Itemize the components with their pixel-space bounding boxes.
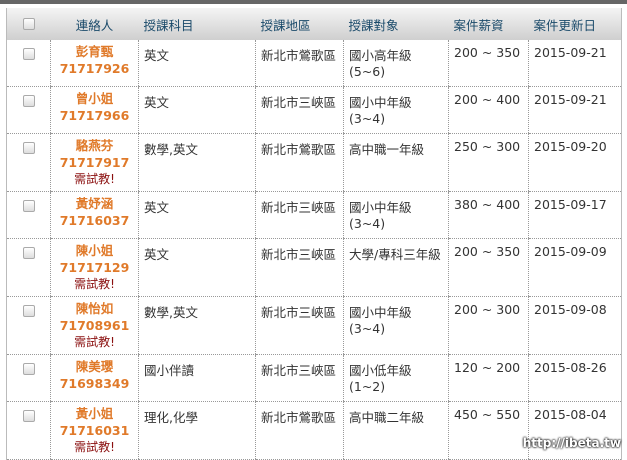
contact-phone: 71698349 bbox=[59, 376, 130, 391]
contact-name[interactable]: 駱燕芬 bbox=[75, 138, 114, 153]
target-cell: 高中職二年級 bbox=[343, 401, 449, 460]
contact-cell[interactable]: 駱燕芬 71717917 需試教! bbox=[50, 133, 139, 192]
area-cell: 新北市鶯歌區 bbox=[255, 40, 344, 87]
contact-cell[interactable]: 曾小姐 71717966 bbox=[50, 86, 139, 134]
salary-cell: 200 ~ 300 bbox=[448, 296, 529, 355]
select-all-checkbox[interactable] bbox=[22, 18, 35, 30]
case-table: 連絡人 授課科目 授課地區 授課對象 案件薪資 案件更新日 彭育甄 7171792… bbox=[6, 8, 622, 460]
row-checkbox[interactable] bbox=[22, 363, 35, 375]
subject-cell: 英文 bbox=[138, 238, 256, 297]
contact-phone: 71717966 bbox=[59, 108, 130, 123]
contact-phone: 71716037 bbox=[59, 213, 130, 228]
watermark: http://ibeta.tw bbox=[522, 436, 621, 450]
salary-cell: 450 ~ 550 bbox=[448, 401, 529, 460]
subject-cell: 數學,英文 bbox=[138, 133, 256, 192]
table-row: 陳小姐 71717129 需試教! 英文 新北市三峽區 大學/專科三年級 200 ~… bbox=[6, 238, 622, 297]
table-row: 駱燕芬 71717917 需試教! 數學,英文 新北市鶯歌區 高中職一年級 250 … bbox=[6, 133, 622, 192]
header-area[interactable]: 授課地區 bbox=[255, 8, 344, 40]
salary-cell: 380 ~ 400 bbox=[448, 191, 529, 239]
header-date[interactable]: 案件更新日 bbox=[528, 8, 622, 40]
salary-cell: 120 ~ 200 bbox=[448, 354, 529, 402]
table-row: 彭育甄 71717926 英文 新北市鶯歌區 國小高年級(5~6) 200 ~ 3… bbox=[6, 40, 622, 87]
area-cell: 新北市三峽區 bbox=[255, 296, 344, 355]
contact-cell[interactable]: 黃妤涵 71716037 bbox=[50, 191, 139, 239]
area-cell: 新北市鶯歌區 bbox=[255, 401, 344, 460]
trial-note: 需試教! bbox=[74, 277, 115, 291]
contact-cell[interactable]: 陳美瓔 71698349 bbox=[50, 354, 139, 402]
subject-cell: 數學,英文 bbox=[138, 296, 256, 355]
date-cell: 2015-09-17 bbox=[528, 191, 622, 239]
contact-name[interactable]: 彭育甄 bbox=[75, 44, 114, 59]
table-row: 陳怡如 71708961 需試教! 數學,英文 新北市三峽區 國小中年級(3~4) … bbox=[6, 296, 622, 355]
target-cell: 國小中年級(3~4) bbox=[343, 86, 449, 134]
contact-cell[interactable]: 黃小姐 71716031 需試教! bbox=[50, 401, 139, 460]
date-cell: 2015-09-21 bbox=[528, 40, 622, 87]
table-row: 黃妤涵 71716037 英文 新北市三峽區 國小中年級(3~4) 380 ~ 4… bbox=[6, 191, 622, 239]
contact-name[interactable]: 曾小姐 bbox=[75, 91, 114, 106]
salary-cell: 200 ~ 350 bbox=[448, 40, 529, 87]
date-cell: 2015-08-04 bbox=[528, 401, 622, 460]
target-cell: 國小中年級(3~4) bbox=[343, 191, 449, 239]
trial-note: 需試教! bbox=[74, 172, 115, 186]
row-checkbox[interactable] bbox=[22, 247, 35, 259]
contact-name[interactable]: 陳美瓔 bbox=[75, 359, 114, 374]
table-header: 連絡人 授課科目 授課地區 授課對象 案件薪資 案件更新日 bbox=[6, 8, 622, 40]
row-checkbox[interactable] bbox=[22, 200, 35, 212]
date-cell: 2015-09-09 bbox=[528, 238, 622, 297]
subject-cell: 英文 bbox=[138, 86, 256, 134]
target-cell: 國小中年級(3~4) bbox=[343, 296, 449, 355]
row-checkbox[interactable] bbox=[22, 305, 35, 317]
area-cell: 新北市三峽區 bbox=[255, 354, 344, 402]
contact-name[interactable]: 陳怡如 bbox=[75, 301, 114, 316]
row-checkbox[interactable] bbox=[22, 48, 35, 60]
area-cell: 新北市三峽區 bbox=[255, 86, 344, 134]
trial-note: 需試教! bbox=[74, 440, 115, 454]
target-cell: 國小低年級(1~2) bbox=[343, 354, 449, 402]
contact-name[interactable]: 陳小姐 bbox=[75, 243, 114, 258]
contact-name[interactable]: 黃小姐 bbox=[75, 406, 114, 421]
contact-phone: 71716031 bbox=[59, 423, 130, 438]
table-row: 黃小姐 71716031 需試教! 理化,化學 新北市鶯歌區 高中職二年級 450 … bbox=[6, 401, 622, 460]
row-checkbox[interactable] bbox=[22, 142, 35, 154]
header-subject[interactable]: 授課科目 bbox=[138, 8, 256, 40]
date-cell: 2015-09-08 bbox=[528, 296, 622, 355]
trial-note: 需試教! bbox=[74, 335, 115, 349]
top-border bbox=[0, 0, 627, 4]
subject-cell: 國小伴讀 bbox=[138, 354, 256, 402]
date-cell: 2015-09-21 bbox=[528, 86, 622, 134]
date-cell: 2015-09-20 bbox=[528, 133, 622, 192]
table-row: 陳美瓔 71698349 國小伴讀 新北市三峽區 國小低年級(1~2) 120 ~… bbox=[6, 354, 622, 402]
area-cell: 新北市三峽區 bbox=[255, 238, 344, 297]
area-cell: 新北市鶯歌區 bbox=[255, 133, 344, 192]
row-checkbox[interactable] bbox=[22, 410, 35, 422]
contact-name[interactable]: 黃妤涵 bbox=[75, 196, 114, 211]
salary-cell: 250 ~ 300 bbox=[448, 133, 529, 192]
header-contact[interactable]: 連絡人 bbox=[50, 8, 139, 40]
contact-phone: 71717926 bbox=[59, 61, 130, 76]
table-row: 曾小姐 71717966 英文 新北市三峽區 國小中年級(3~4) 200 ~ 4… bbox=[6, 86, 622, 134]
target-cell: 高中職一年級 bbox=[343, 133, 449, 192]
contact-phone: 71708961 bbox=[59, 318, 130, 333]
contact-cell[interactable]: 陳怡如 71708961 需試教! bbox=[50, 296, 139, 355]
contact-cell[interactable]: 彭育甄 71717926 bbox=[50, 40, 139, 87]
header-salary[interactable]: 案件薪資 bbox=[448, 8, 529, 40]
date-cell: 2015-08-26 bbox=[528, 354, 622, 402]
subject-cell: 英文 bbox=[138, 191, 256, 239]
row-checkbox[interactable] bbox=[22, 95, 35, 107]
contact-phone: 71717917 bbox=[59, 155, 130, 170]
salary-cell: 200 ~ 400 bbox=[448, 86, 529, 134]
contact-phone: 71717129 bbox=[59, 260, 130, 275]
header-target[interactable]: 授課對象 bbox=[343, 8, 449, 40]
salary-cell: 200 ~ 350 bbox=[448, 238, 529, 297]
target-cell: 國小高年級(5~6) bbox=[343, 40, 449, 87]
subject-cell: 理化,化學 bbox=[138, 401, 256, 460]
contact-cell[interactable]: 陳小姐 71717129 需試教! bbox=[50, 238, 139, 297]
area-cell: 新北市三峽區 bbox=[255, 191, 344, 239]
subject-cell: 英文 bbox=[138, 40, 256, 87]
target-cell: 大學/專科三年級 bbox=[343, 238, 449, 297]
